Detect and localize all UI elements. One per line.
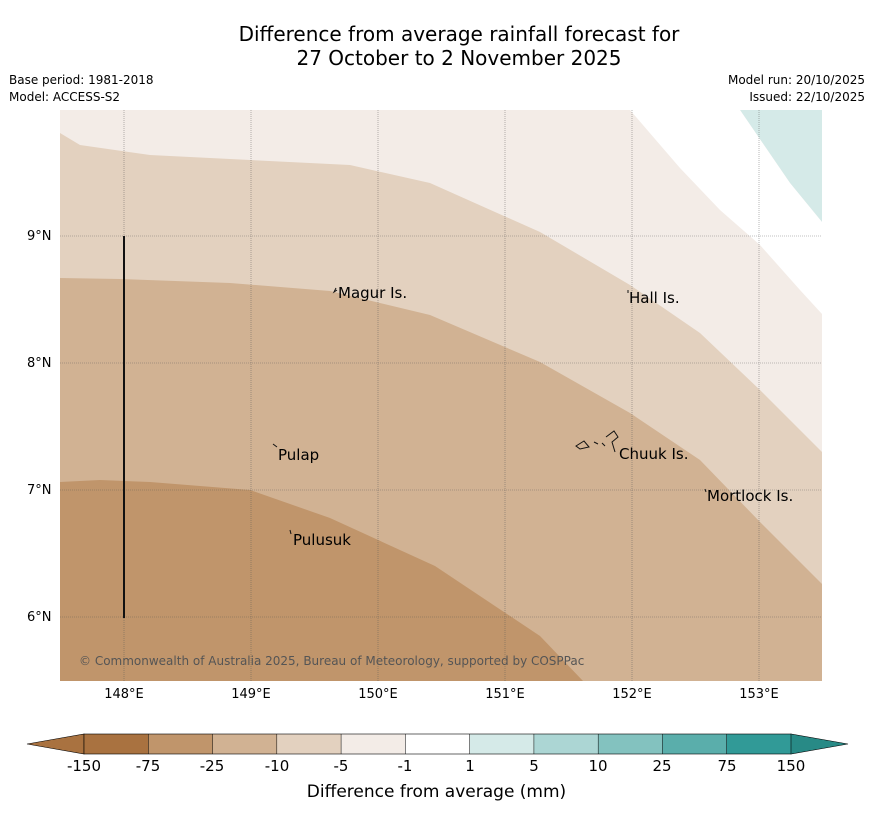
cb-tick: 150 [776, 757, 806, 775]
cb-tick: 5 [529, 757, 539, 775]
lat-label-8n: 8°N [27, 356, 52, 371]
copyright-notice: © Commonwealth of Australia 2025, Bureau… [79, 654, 585, 668]
lon-label-148e: 148°E [104, 687, 144, 702]
model-name: Model: ACCESS-S2 [9, 90, 121, 104]
colorbar-segment-8 [598, 734, 663, 754]
lon-label-150e: 150°E [358, 687, 398, 702]
model-run: Model run: 20/10/2025 [727, 73, 865, 87]
cb-tick: -25 [199, 757, 225, 775]
cb-tick: -10 [264, 757, 290, 775]
colorbar-segment-10 [726, 734, 792, 754]
cb-tick: 1 [465, 757, 475, 775]
band-minus25-to-minus75 [60, 480, 583, 681]
colorbar-segment-5 [405, 734, 471, 754]
cb-tick: 10 [588, 757, 608, 775]
place-hall: Hall Is. [629, 289, 680, 307]
lon-label-151e: 151°E [485, 687, 525, 702]
lon-label-153e: 153°E [739, 687, 779, 702]
issued-date: Issued: 22/10/2025 [749, 90, 865, 104]
cb-tick: 25 [652, 757, 672, 775]
cb-tick: -150 [66, 757, 102, 775]
colorbar-segment-0 [84, 734, 149, 754]
title-line-2: 27 October to 2 November 2025 [296, 46, 622, 70]
colorbar-label: Difference from average (mm) [306, 782, 567, 802]
colorbar-segment-3 [276, 734, 342, 754]
band-plus1-to-plus5 [740, 110, 822, 222]
place-pulap: Pulap [278, 446, 320, 464]
meta-left: Base period: 1981-2018 Model: ACCESS-S2 [9, 72, 154, 106]
band-neutral [630, 110, 822, 314]
cb-tick: -5 [333, 757, 349, 775]
lat-label-6n: 6°N [27, 610, 52, 625]
place-pulusuk: Pulusuk [293, 531, 351, 549]
gridlines [60, 110, 822, 681]
colorbar-segment-6 [469, 734, 535, 754]
lon-label-149e: 149°E [231, 687, 271, 702]
place-mortlock: Mortlock Is. [707, 487, 794, 505]
base-period: Base period: 1981-2018 [9, 73, 154, 87]
lat-label-7n: 7°N [27, 483, 52, 498]
lat-label-9n: 9°N [27, 229, 52, 244]
colorbar-segment-9 [662, 734, 728, 754]
map-title: Difference from average rainfall forecas… [0, 22, 873, 70]
colorbar-segment-4 [341, 734, 406, 754]
cb-tick: 75 [717, 757, 737, 775]
colorbar-segment-7 [533, 734, 599, 754]
colorbar-low-arrow [26, 733, 85, 755]
colorbar-segment-1 [148, 734, 214, 754]
colorbar-frame [83, 733, 792, 755]
title-line-1: Difference from average rainfall forecas… [238, 22, 680, 46]
cb-tick: -75 [135, 757, 161, 775]
colorbar-high-arrow [790, 733, 849, 755]
island-marks [272, 287, 707, 535]
place-magur: Magur Is. [338, 284, 408, 302]
place-chuuk: Chuuk Is. [619, 445, 689, 463]
colorbar-segment-2 [212, 734, 278, 754]
lon-label-152e: 152°E [612, 687, 652, 702]
meta-right: Model run: 20/10/2025 Issued: 22/10/2025 [728, 72, 865, 106]
cb-tick: -1 [397, 757, 413, 775]
colorbar-segments [84, 734, 792, 754]
